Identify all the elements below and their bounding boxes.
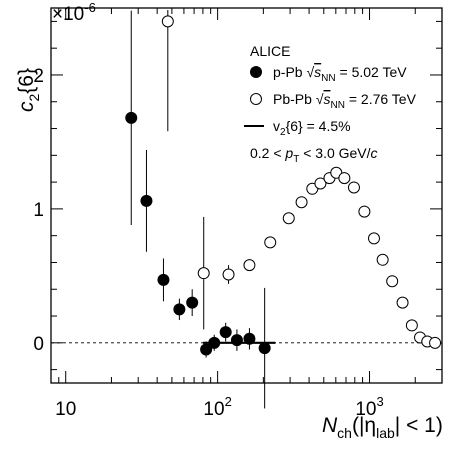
pbpb-data-point [161,15,174,28]
pbpb-data-point [429,336,442,349]
pbpb-data-point [347,181,360,194]
axis-tick-labels: 10 102 103 0 1 2 [33,66,383,420]
legend: ALICE p-Pb √sNN = 5.02 TeV Pb-Pb √sNN = … [244,43,417,165]
pbpb-data-point [264,236,277,249]
x-tick-label: 10 [55,399,76,420]
pbpb-data-point [243,259,256,272]
ppb-data-point [125,111,138,124]
pbpb-data-point [367,232,380,245]
legend-title: ALICE [250,43,290,59]
legend-entry-v2: v2{6} = 4.5% [273,118,351,138]
y-tick-label: 1 [33,200,44,221]
y-multiplier: ×10-6 [52,0,96,25]
pbpb-data-point [386,275,399,288]
ppb-data-point [219,326,232,339]
y-tick-label: 0 [33,334,44,355]
ppb-data-point [230,334,243,347]
ppb-data-point [258,342,271,355]
legend-entry-pb-pb: Pb-Pb √sNN = 2.76 TeV [273,91,417,111]
pbpb-data-point [222,268,235,281]
legend-sqrt-p-pb: √ [306,64,314,80]
pbpb-data-point [282,212,295,225]
legend-entry-p-pb: p-Pb √sNN = 5.02 TeV [273,64,407,84]
pbpb-data-point [314,177,327,190]
ppb-data-point [173,303,186,316]
legend-cut-label: 0.2 < pT < 3.0 GeV/c [250,145,378,165]
pbpb-data-point [405,319,418,332]
legend-marker-p-pb [250,66,262,78]
y-axis-title: c2{6} [15,68,42,112]
x-axis-title: Nch(|ηlab| < 1) [322,414,443,441]
data-marks [125,10,442,409]
plot-frame [50,7,443,384]
pbpb-data-point [197,267,210,280]
ppb-data-point [186,296,199,309]
pbpb-data-point [376,253,389,266]
ppb-data-point [140,194,153,207]
legend-sqrt-pb-pb: √ [316,91,324,107]
x-tick-label: 103 [355,394,383,420]
ppb-data-point [200,343,213,356]
pbpb-data-point [358,205,371,218]
legend-marker-pb-pb [250,93,262,105]
pbpb-data-point [396,296,409,309]
ppb-data-point [157,273,170,286]
pbpb-data-point [338,172,351,185]
pbpb-data-point [295,196,308,209]
x-tick-label: 102 [203,394,231,420]
axis-ticks [50,8,443,383]
y-tick-label: 2 [33,66,44,87]
